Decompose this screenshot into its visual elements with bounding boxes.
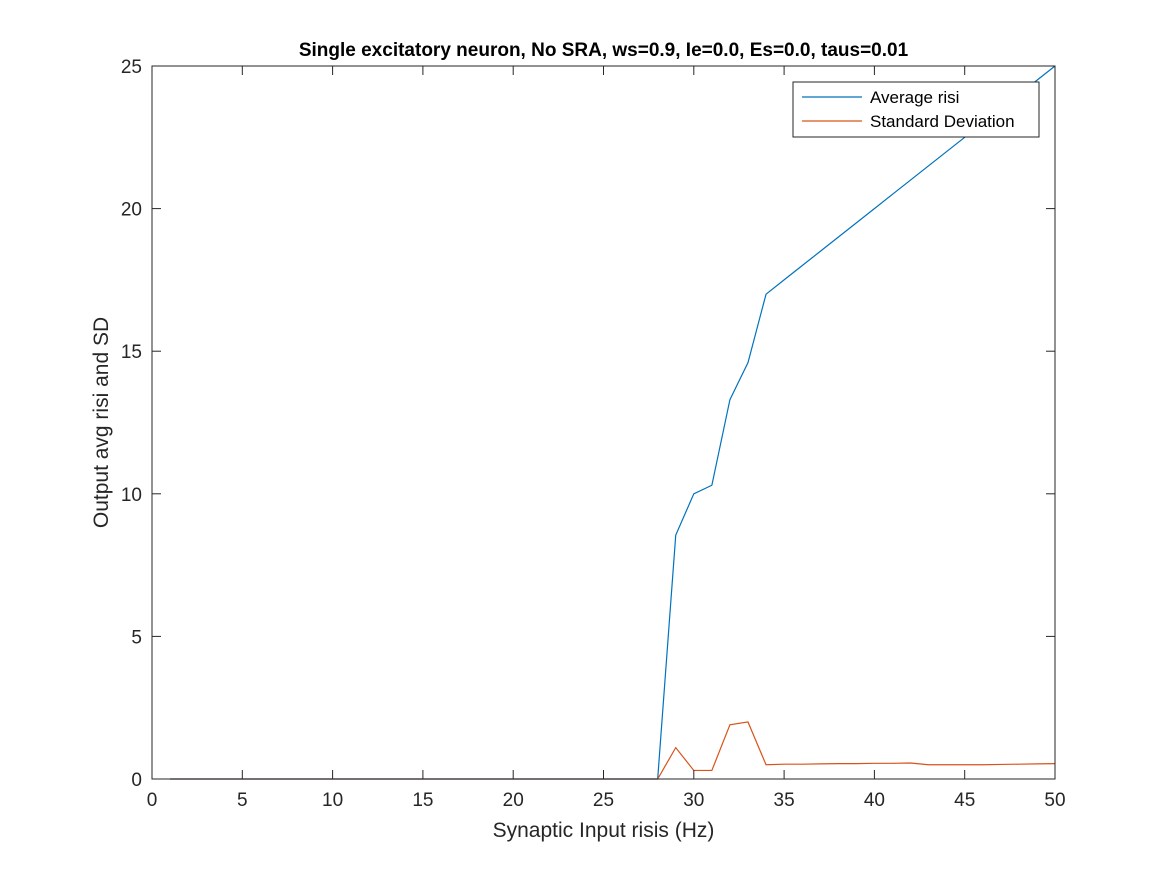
x-tick-label: 0 — [147, 790, 158, 811]
y-axis-label: Output avg risi and SD — [90, 317, 113, 528]
y-tick-label: 25 — [121, 57, 142, 78]
y-tick-label: 20 — [121, 200, 142, 221]
x-tick-label: 25 — [593, 790, 614, 811]
x-tick-label: 40 — [864, 790, 885, 811]
x-tick-label: 5 — [237, 790, 248, 811]
y-tick-label: 10 — [121, 485, 142, 506]
y-tick-label: 0 — [131, 770, 142, 791]
legend-label-2: Standard Deviation — [870, 112, 1015, 131]
legend-label-1: Average risi — [870, 88, 959, 107]
y-tick-label: 15 — [121, 342, 142, 363]
x-tick-label: 10 — [322, 790, 343, 811]
legend-box — [792, 81, 1040, 138]
y-tick-label: 5 — [131, 627, 142, 648]
x-tick-label: 20 — [503, 790, 524, 811]
x-tick-label: 45 — [954, 790, 975, 811]
x-axis-label: Synaptic Input risis (Hz) — [493, 819, 715, 842]
legend: Average risi Standard Deviation — [792, 81, 1040, 138]
chart-title: Single excitatory neuron, No SRA, ws=0.9… — [299, 40, 909, 61]
ticks-layer: 0 5 10 15 20 25 30 35 40 45 50 0 5 10 15 20 25 — [121, 57, 1066, 811]
x-tick-label: 35 — [774, 790, 795, 811]
x-tick-label: 15 — [412, 790, 433, 811]
x-tick-label: 30 — [683, 790, 704, 811]
x-tick-label: 50 — [1044, 790, 1065, 811]
